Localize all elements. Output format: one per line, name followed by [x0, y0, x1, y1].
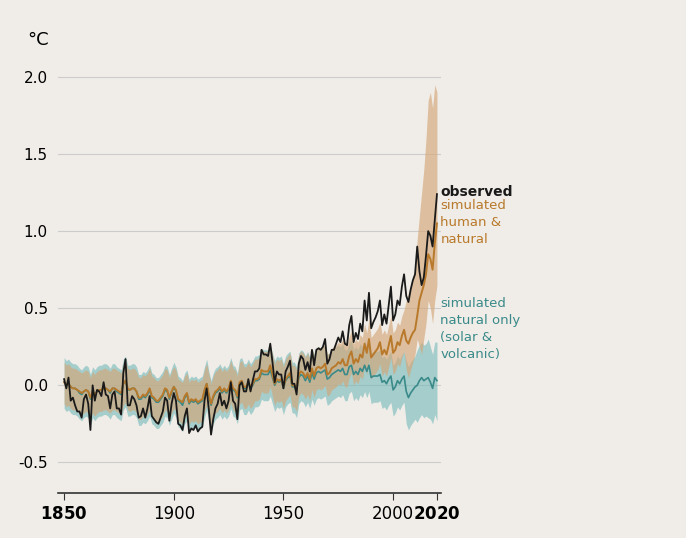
Text: simulated
human &
natural: simulated human & natural [440, 200, 506, 246]
Text: observed: observed [440, 185, 512, 199]
Text: simulated
natural only
(solar &
volcanic): simulated natural only (solar & volcanic… [440, 296, 521, 360]
Text: °C: °C [27, 31, 49, 48]
